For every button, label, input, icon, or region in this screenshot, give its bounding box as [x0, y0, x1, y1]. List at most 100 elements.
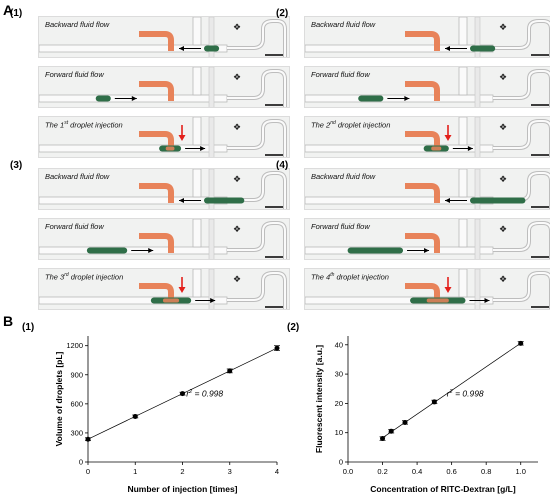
section-b-letter: B — [3, 313, 14, 329]
cross-marker: ❖ — [499, 23, 507, 33]
droplet — [347, 247, 404, 254]
droplet — [470, 45, 496, 52]
droplet — [358, 95, 384, 102]
droplet — [86, 247, 128, 254]
curved-channel-lumen — [493, 70, 550, 107]
curved-channel-lumen — [493, 120, 550, 157]
injected-reagent — [162, 298, 180, 303]
micrograph-strip: ❖ Forward fluid flow — [304, 66, 550, 108]
droplet — [204, 45, 220, 52]
y-tick-label: 0 — [79, 458, 83, 467]
strip-caption: Forward fluid flow — [45, 70, 104, 79]
wall-band — [474, 169, 481, 209]
micrograph-strip: ❖ Backward fluid flow — [304, 16, 550, 58]
strip-caption: Forward fluid flow — [45, 222, 104, 231]
channel-drawing: ❖ — [39, 269, 287, 309]
curved-channel-lumen — [227, 272, 286, 309]
micrograph-strip: ❖ Forward fluid flow — [304, 218, 550, 260]
data-point — [388, 428, 394, 434]
orange-tube — [139, 31, 174, 51]
curved-channel-lumen — [227, 172, 286, 209]
group-label-4: (4) — [276, 160, 289, 171]
curved-channel-lumen — [227, 222, 286, 259]
r-squared-annotation: r2 = 0.998 — [186, 388, 223, 398]
side-channel — [192, 17, 202, 46]
channel-drawing: ❖ — [305, 269, 550, 309]
x-tick-label: 4 — [275, 467, 279, 476]
y-tick-label: 40 — [335, 340, 343, 349]
arrowhead-right — [467, 146, 473, 151]
arrowhead-left — [445, 198, 450, 203]
side-channel — [458, 67, 468, 96]
curved-channel-lumen — [227, 20, 286, 57]
curved-channel-lumen — [493, 172, 550, 209]
data-point — [85, 436, 91, 442]
micrograph-strip: ❖ Forward fluid flow — [38, 218, 290, 260]
injected-reagent — [431, 146, 442, 151]
channel-drawing: ❖ — [39, 169, 287, 209]
y-tick-label: 1200 — [66, 341, 83, 350]
cross-marker: ❖ — [499, 275, 507, 285]
strip-caption: Backward fluid flow — [311, 172, 376, 181]
chart1-panel-label: (1) — [22, 322, 35, 333]
droplet — [95, 95, 111, 102]
orange-tube — [405, 283, 440, 303]
channel-drawing: ❖ — [305, 169, 550, 209]
y-tick-label: 600 — [70, 399, 83, 408]
channel-drawing: ❖ — [39, 117, 287, 157]
cross-marker: ❖ — [233, 175, 241, 185]
x-tick-label: 0.4 — [412, 467, 422, 476]
y-tick-label: 20 — [335, 399, 343, 408]
wall-band — [208, 117, 215, 157]
wall-band — [208, 67, 215, 107]
chart-volume: 0 1 2 3 4 0 300 600 900 1200 r2 = 0.998 Number of i… — [40, 330, 285, 495]
chart-volume-svg: 0 1 2 3 4 0 300 600 900 1200 r2 = 0.998 Number of i… — [54, 336, 280, 494]
side-channel — [458, 219, 468, 248]
channel-drawing: ❖ — [39, 219, 287, 259]
micrograph-strip: ❖ The 1st droplet injection — [38, 116, 290, 158]
micrograph-strip: ❖ The 4th droplet injection — [304, 268, 550, 310]
wall-band — [474, 67, 481, 107]
chart2-panel-label: (2) — [287, 322, 300, 333]
channel-drawing: ❖ — [305, 219, 550, 259]
injection-arrowhead — [444, 135, 452, 141]
x-axis-label: Number of injection [times] — [127, 484, 237, 494]
cross-marker: ❖ — [233, 73, 241, 83]
strip-caption: Forward fluid flow — [311, 222, 370, 231]
cross-marker: ❖ — [233, 23, 241, 33]
droplet — [470, 197, 526, 204]
x-tick-label: 3 — [228, 467, 232, 476]
droplet — [204, 197, 245, 204]
channel-drawing: ❖ — [305, 67, 550, 107]
strip-caption: The 4th droplet injection — [311, 272, 389, 282]
x-tick-label: 0 — [86, 467, 90, 476]
group-label-3: (3) — [10, 160, 23, 171]
arrowhead-right — [404, 96, 410, 101]
orange-tube — [139, 131, 174, 151]
strip-caption: The 3rd droplet injection — [45, 272, 124, 282]
y-axis-label: Volume of droplets [pL] — [54, 351, 64, 446]
x-tick-label: 2 — [180, 467, 184, 476]
side-channel — [192, 269, 202, 298]
injection-arrowhead — [178, 135, 186, 141]
side-channel — [458, 269, 468, 298]
x-tick-label: 0.8 — [481, 467, 491, 476]
r-squared-annotation: r2 = 0.998 — [447, 388, 484, 398]
y-axis-label: Fluorescent intensity [a.u.] — [314, 345, 324, 453]
channel-drawing: ❖ — [305, 17, 550, 57]
x-tick-label: 0.0 — [343, 467, 353, 476]
wall-band — [474, 269, 481, 309]
cross-marker: ❖ — [233, 275, 241, 285]
micrograph-strip: ❖ The 2nd droplet injection — [304, 116, 550, 158]
data-point — [227, 368, 233, 374]
micrograph-strip: ❖ Backward fluid flow — [38, 168, 290, 210]
wall-band — [474, 117, 481, 157]
strip-caption: Forward fluid flow — [311, 70, 370, 79]
orange-tube — [405, 233, 440, 253]
arrowhead-right — [131, 96, 137, 101]
group-label-2: (2) — [276, 8, 289, 19]
chart-fluorescence-svg: 0.0 0.2 0.4 0.6 0.8 1.0 0 10 20 30 40 r2 = 0.998 Con… — [314, 336, 538, 494]
injected-reagent — [426, 298, 449, 303]
orange-tube — [405, 81, 440, 101]
curved-channel-lumen — [493, 222, 550, 259]
